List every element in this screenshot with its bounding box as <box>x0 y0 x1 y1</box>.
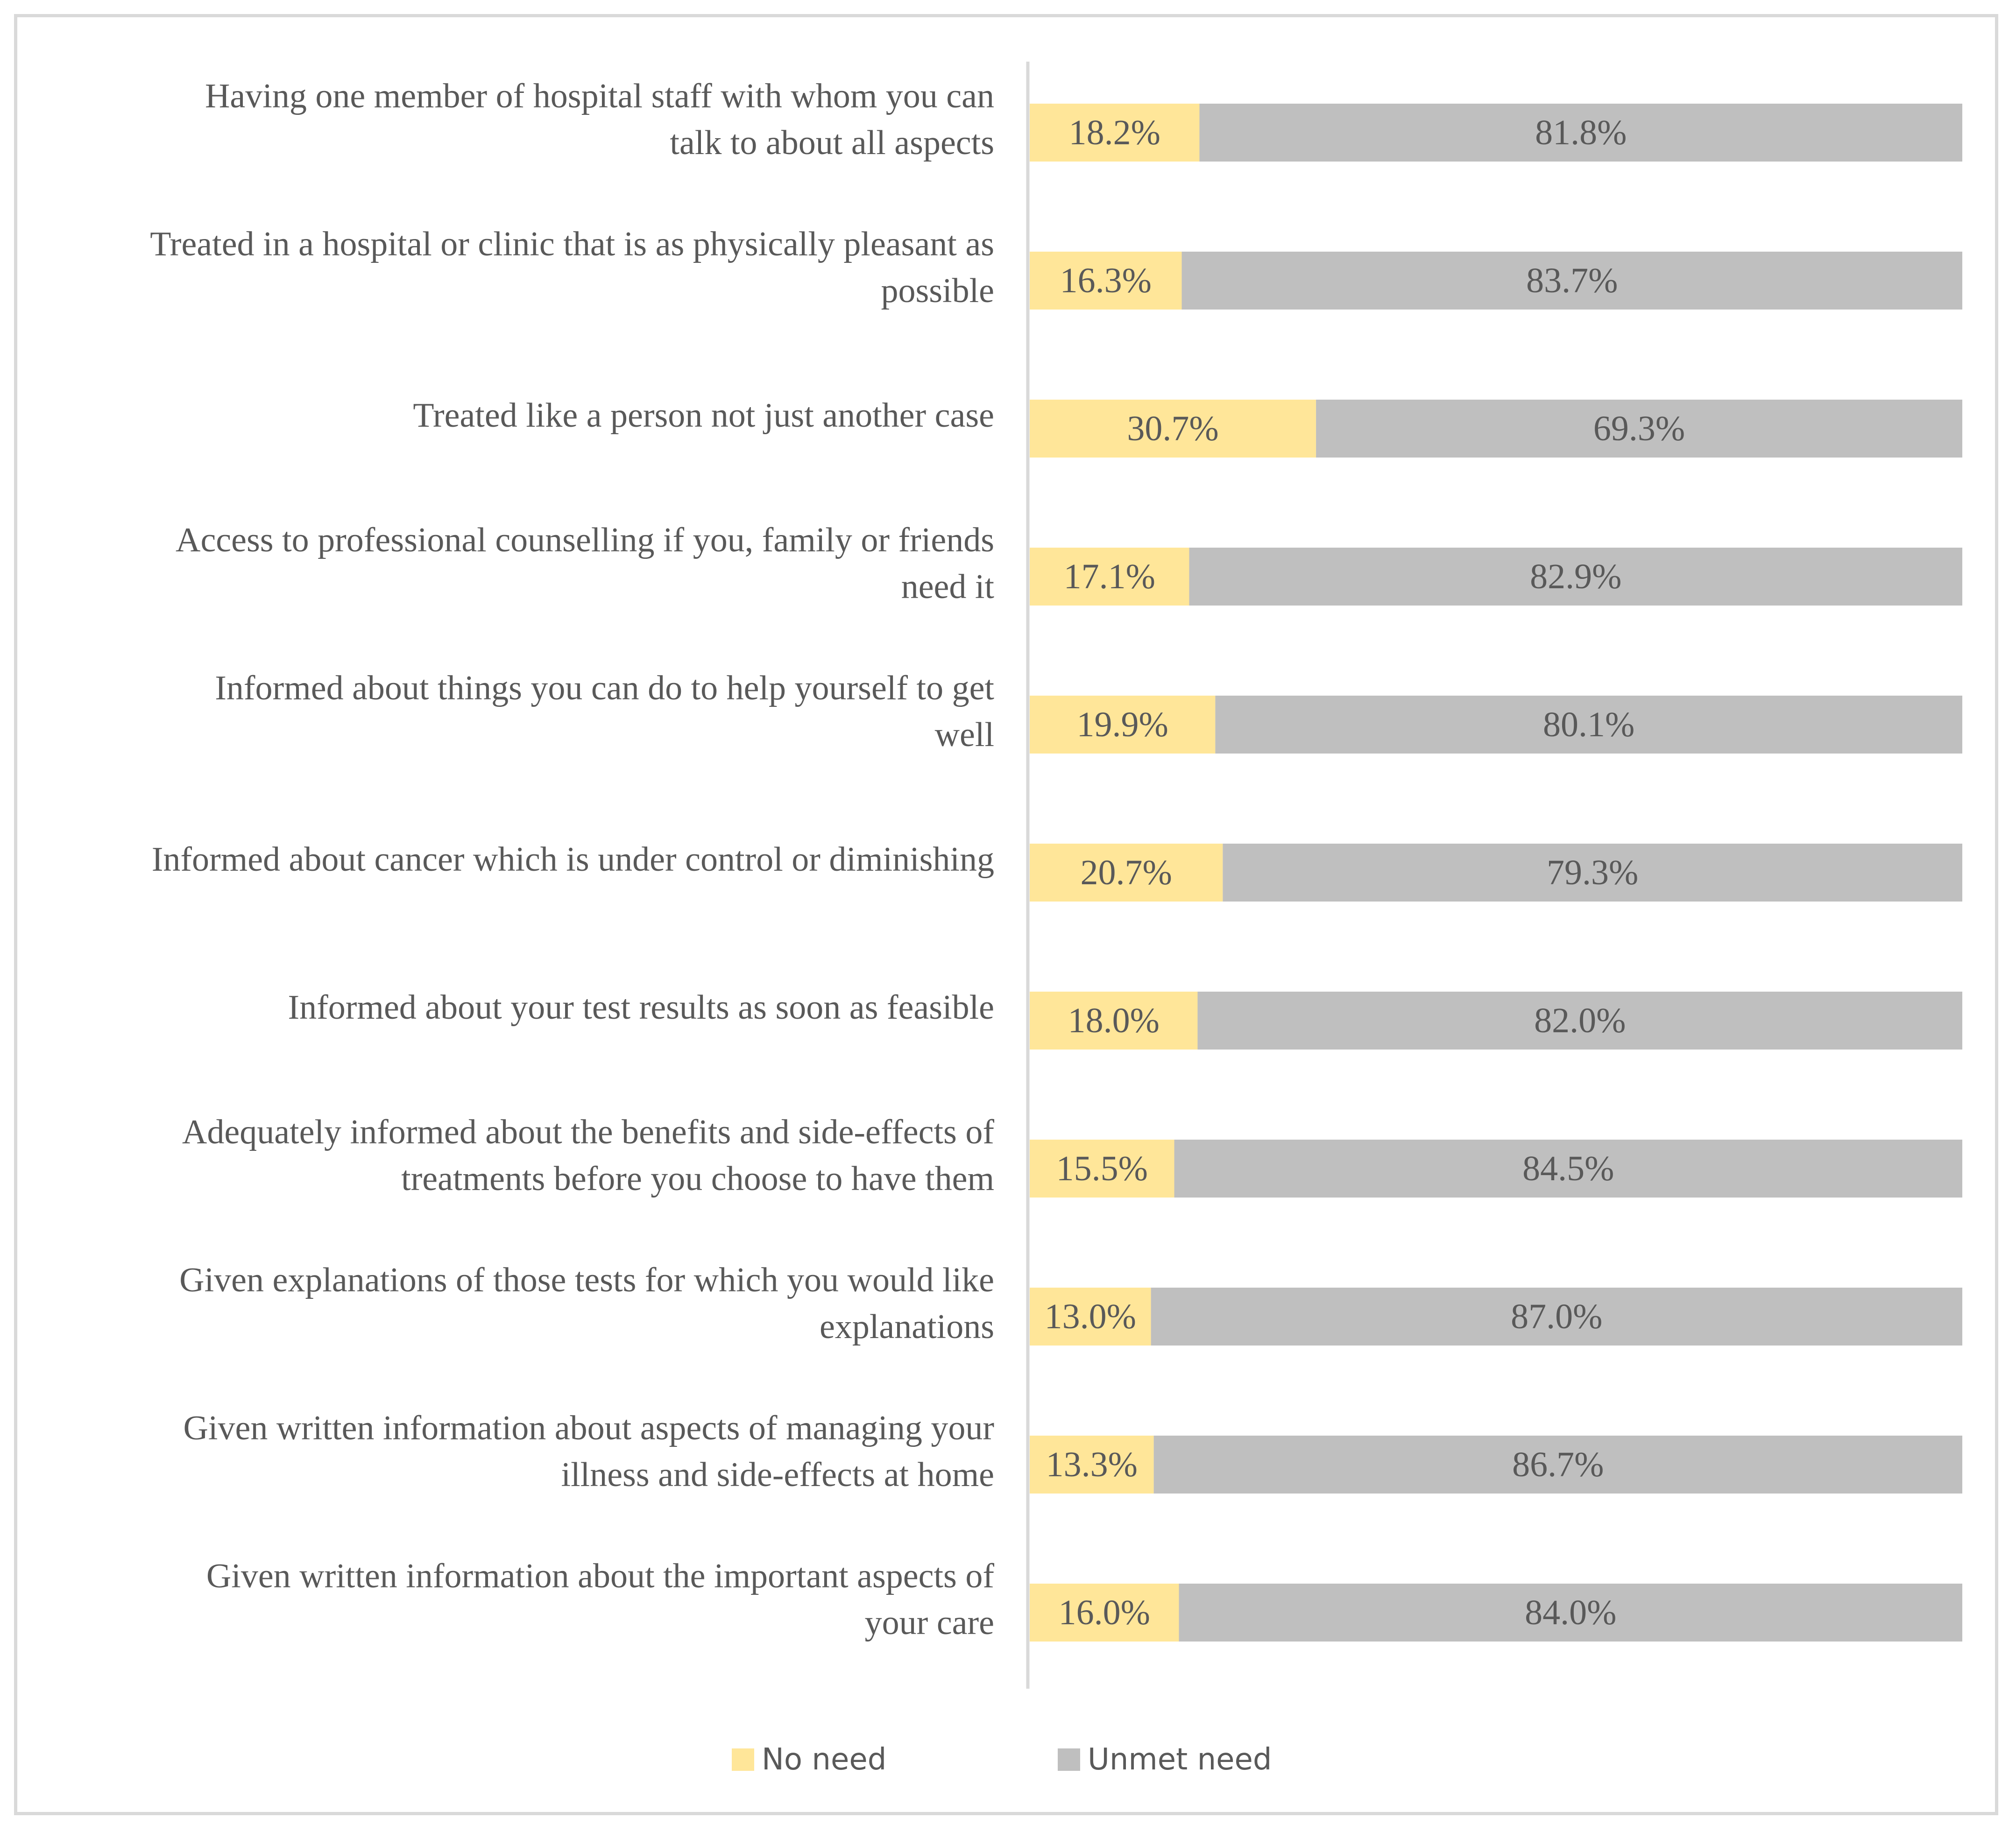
data-label-unmet-need-8: 84.5% <box>1522 1149 1614 1188</box>
data-label-no-need-7: 18.0% <box>1068 1001 1160 1040</box>
bar-no-need-9 <box>1030 1288 1151 1346</box>
data-label-no-need-2: 16.3% <box>1060 261 1152 300</box>
data-label-unmet-need-9: 87.0% <box>1511 1297 1602 1336</box>
data-label-unmet-need-5: 80.1% <box>1543 705 1634 744</box>
category-label-11-line-1: Given written information about the impo… <box>206 1557 995 1595</box>
category-label-7: Informed about your test results as soon… <box>288 988 994 1027</box>
category-label-9-line-2: explanations <box>820 1308 994 1346</box>
category-label-5-line-2: well <box>935 716 994 754</box>
data-label-unmet-need-11: 84.0% <box>1525 1593 1616 1632</box>
category-label-1-line-2: talk to about all aspects <box>670 124 994 162</box>
data-label-unmet-need-6: 79.3% <box>1547 853 1638 892</box>
bar-unmet-need-7 <box>1197 992 1962 1050</box>
category-label-8-line-2: treatments before you choose to have the… <box>401 1160 994 1198</box>
bar-unmet-need-2 <box>1181 252 1962 310</box>
data-label-unmet-need-1: 81.8% <box>1535 113 1627 152</box>
bar-unmet-need-8 <box>1174 1140 1962 1198</box>
bar-no-need-7 <box>1030 992 1198 1050</box>
category-label-11-line-2: your care <box>865 1604 994 1642</box>
bar-no-need-8 <box>1030 1140 1174 1198</box>
bar-unmet-need-10 <box>1153 1436 1962 1494</box>
category-label-2-line-2: possible <box>881 272 994 310</box>
bar-unmet-need-5 <box>1215 696 1962 754</box>
bar-no-need-10 <box>1030 1436 1154 1494</box>
legend-label-unmet-need: Unmet need <box>1088 1742 1272 1777</box>
data-label-no-need-4: 17.1% <box>1064 557 1155 596</box>
data-label-no-need-1: 18.2% <box>1069 113 1160 152</box>
bar-no-need-4 <box>1030 548 1189 606</box>
bar-no-need-3 <box>1030 400 1316 458</box>
category-label-6: Informed about cancer which is under con… <box>152 840 994 879</box>
bar-unmet-need-6 <box>1223 844 1962 902</box>
stacked-bar-chart: Having one member of hospital staff with… <box>150 62 1962 1777</box>
bars-layer <box>1030 104 1962 1642</box>
bar-unmet-need-4 <box>1189 548 1962 606</box>
legend: No need Unmet need <box>732 1742 1272 1777</box>
data-label-unmet-need-2: 83.7% <box>1526 261 1618 300</box>
data-label-no-need-11: 16.0% <box>1059 1593 1150 1632</box>
category-label-10-line-2: illness and side-effects at home <box>561 1456 994 1494</box>
category-label-10-line-1: Given written information about aspects … <box>183 1409 994 1447</box>
bar-no-need-11 <box>1030 1584 1179 1642</box>
bar-no-need-1 <box>1030 104 1200 162</box>
data-label-no-need-3: 30.7% <box>1127 409 1218 448</box>
bar-unmet-need-11 <box>1179 1584 1962 1642</box>
category-label-5-line-1: Informed about things you can do to help… <box>215 669 994 707</box>
data-label-no-need-9: 13.0% <box>1045 1297 1136 1336</box>
category-labels: Having one member of hospital staff with… <box>150 77 994 1642</box>
data-label-no-need-5: 19.9% <box>1077 705 1168 744</box>
bar-unmet-need-9 <box>1151 1288 1962 1346</box>
data-labels: 18.2% 81.8% 16.3% 83.7% 30.7% 69.3% 17.1% 82.9%… <box>1045 113 1685 1632</box>
legend-swatch-unmet-need <box>1058 1748 1080 1771</box>
category-label-8-line-1: Adequately informed about the benefits a… <box>182 1113 994 1151</box>
data-label-no-need-8: 15.5% <box>1056 1149 1148 1188</box>
category-label-3: Treated like a person not just another c… <box>413 396 994 435</box>
data-label-unmet-need-7: 82.0% <box>1534 1001 1626 1040</box>
bar-no-need-6 <box>1030 844 1223 902</box>
category-label-2-line-1: Treated in a hospital or clinic that is … <box>150 225 994 263</box>
category-label-4-line-2: need it <box>901 568 995 606</box>
data-label-unmet-need-4: 82.9% <box>1530 557 1621 596</box>
data-label-unmet-need-3: 69.3% <box>1593 409 1685 448</box>
category-label-1-line-1: Having one member of hospital staff with… <box>205 77 994 115</box>
bar-no-need-2 <box>1030 252 1182 310</box>
category-label-9-line-1: Given explanations of those tests for wh… <box>179 1261 994 1299</box>
bar-unmet-need-3 <box>1316 400 1962 458</box>
category-label-4-line-1: Access to professional counselling if yo… <box>176 521 994 559</box>
data-label-no-need-6: 20.7% <box>1081 853 1172 892</box>
bar-no-need-5 <box>1030 696 1216 754</box>
data-label-no-need-10: 13.3% <box>1046 1445 1138 1484</box>
legend-swatch-no-need <box>732 1748 754 1771</box>
legend-label-no-need: No need <box>762 1742 886 1777</box>
bar-unmet-need-1 <box>1199 104 1962 162</box>
data-label-unmet-need-10: 86.7% <box>1512 1445 1604 1484</box>
chart-frame: Having one member of hospital staff with… <box>14 14 1998 1815</box>
